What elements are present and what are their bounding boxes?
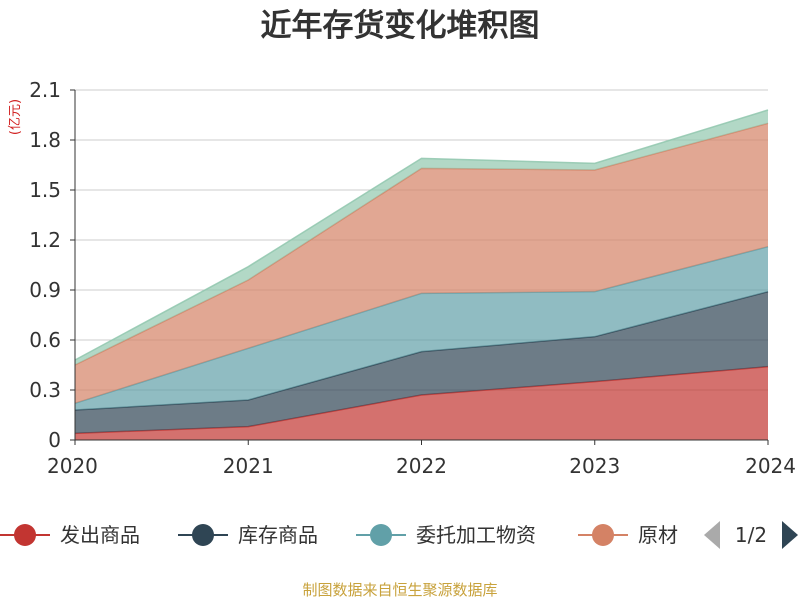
legend-label: 委托加工物资 (416, 523, 536, 547)
legend-prev-page-icon[interactable] (704, 521, 720, 549)
legend-circle-marker (592, 524, 614, 546)
y-tick-label: 0.9 (29, 278, 61, 302)
legend-circle-marker (370, 524, 392, 546)
x-tick-label: 2021 (223, 454, 274, 478)
area-series-3 (75, 246, 768, 410)
area-series-line-5 (74, 109, 769, 361)
legend-next-page-icon[interactable] (782, 521, 798, 549)
area-series (74, 109, 769, 440)
y-tick-label: 0.3 (29, 378, 61, 402)
legend-circle-marker (192, 524, 214, 546)
area-series-2 (75, 291, 768, 434)
area-series-4 (75, 123, 768, 404)
axes: 0 0.3 0.6 0.9 1.2 1.5 1.8 2.1 2020 2021 2022 2023 20… (29, 78, 796, 478)
x-tick-label: 2020 (47, 454, 98, 478)
chart-title: 近年存货变化堆积图 (261, 8, 540, 44)
area-series-5 (75, 110, 768, 365)
legend-page-indicator: 1/2 (735, 523, 767, 547)
y-tick-label: 1.8 (29, 128, 61, 152)
legend-item-3[interactable]: 委托加工物资 (356, 523, 536, 547)
legend-label: 库存商品 (238, 523, 318, 547)
legend-circle-marker (14, 524, 36, 546)
legend-label: 发出商品 (60, 523, 140, 547)
x-tick-label: 2023 (569, 454, 620, 478)
y-axis-unit: (亿元) (8, 99, 23, 135)
x-tick-label: 2024 (745, 454, 796, 478)
legend: 发出商品 库存商品 委托加工物资 原材 1/2 (0, 521, 798, 549)
legend-label: 原材 (638, 523, 678, 547)
y-tick-label: 1.5 (29, 178, 61, 202)
area-series-line-2 (74, 290, 769, 411)
legend-item-2[interactable]: 库存商品 (178, 523, 318, 547)
y-tick-label: 0.6 (29, 328, 61, 352)
y-tick-label: 2.1 (29, 78, 61, 102)
area-series-1 (75, 366, 768, 440)
x-tick-label: 2022 (396, 454, 447, 478)
y-tick-label: 1.2 (29, 228, 61, 252)
data-source-note: 制图数据来自恒生聚源数据库 (302, 581, 497, 599)
legend-item-4[interactable]: 原材 (578, 523, 678, 547)
y-tick-label: 0 (48, 428, 61, 452)
legend-item-1[interactable]: 发出商品 (0, 523, 140, 547)
